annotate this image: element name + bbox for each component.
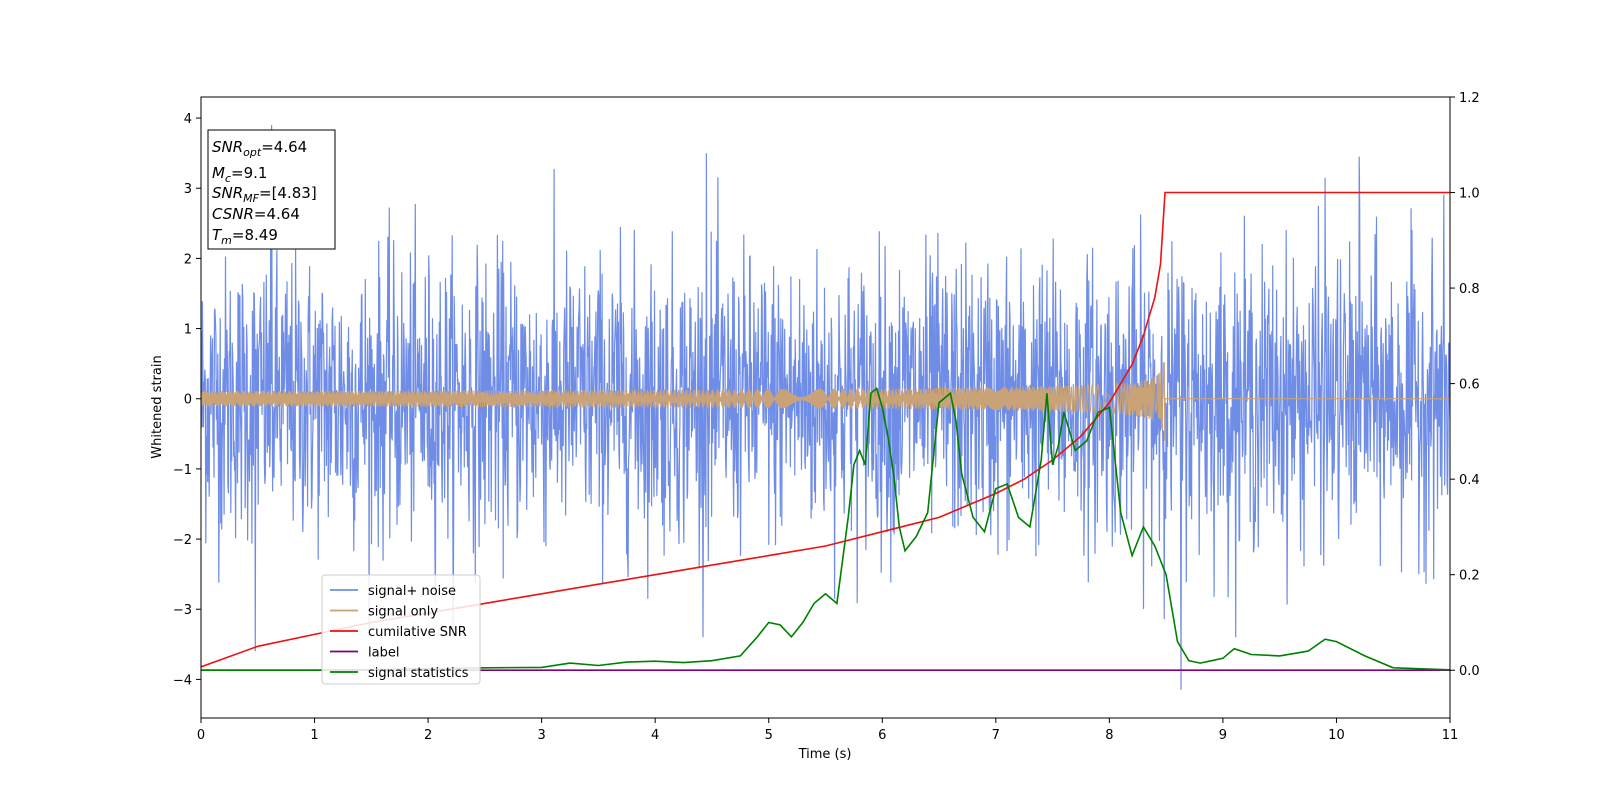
legend-label: signal statistics [368, 666, 469, 681]
y-right-tick-label: 1.0 [1459, 187, 1480, 202]
signal-statistics-line [201, 387, 1450, 671]
signal-only-line [201, 362, 1450, 441]
info-snr-opt: SNRopt=4.64 [212, 138, 307, 159]
series-signal-noise [201, 125, 1450, 690]
y-axis-right: 0.0 0.2 0.4 0.6 0.8 1.0 1.2 [1450, 91, 1480, 679]
x-tick-label: 5 [765, 728, 773, 743]
y-right-tick-label: 0.6 [1459, 378, 1480, 393]
x-tick-label: 11 [1442, 728, 1459, 743]
y-right-tick-label: 0.4 [1459, 473, 1480, 488]
x-tick-label: 4 [651, 728, 659, 743]
y-right-tick-label: 0.8 [1459, 282, 1480, 297]
info-snr-mf: SNRMF=[4.83] [212, 184, 317, 205]
y-right-tick-label: 0.2 [1459, 569, 1480, 584]
x-tick-label: 8 [1105, 728, 1113, 743]
signal-noise-line [201, 125, 1450, 690]
x-tick-label: 6 [878, 728, 886, 743]
x-tick-label: 1 [310, 728, 318, 743]
x-tick-label: 0 [197, 728, 205, 743]
y-left-tick-label: 1 [184, 323, 192, 338]
legend-label: cumilative SNR [368, 625, 467, 640]
x-axis-label: Time (s) [798, 747, 852, 762]
info-box: SNRopt=4.64 Mc=9.1 SNRMF=[4.83] CSNR=4.6… [207, 129, 336, 250]
y-left-tick-label: 2 [184, 252, 192, 267]
x-tick-label: 3 [537, 728, 545, 743]
plot-frame [200, 96, 1451, 719]
legend-frame [321, 574, 481, 685]
y-left-tick-label: −2 [173, 533, 192, 548]
y-axis-label: Whitened strain [150, 355, 165, 458]
y-left-tick-label: 4 [184, 112, 192, 127]
y-axis-left: −4 −3 −2 −1 0 1 2 3 4 [173, 112, 201, 688]
legend-label: label [368, 646, 399, 661]
legend-label: signal only [368, 605, 438, 620]
y-left-tick-label: 3 [184, 182, 192, 197]
x-axis: 0 1 2 3 4 5 6 7 8 9 10 11 [197, 718, 1458, 743]
y-right-tick-label: 0.0 [1459, 664, 1480, 679]
y-left-tick-label: −1 [173, 463, 192, 478]
series-signal-statistics [201, 387, 1450, 671]
legend-label: signal+ noise [368, 584, 456, 599]
info-csnr: CSNR=4.64 [212, 205, 300, 223]
y-left-tick-label: 0 [184, 393, 192, 408]
legend: signal+ noise signal only cumilative SNR la… [321, 574, 481, 685]
x-tick-label: 9 [1219, 728, 1227, 743]
info-mc: Mc=9.1 [212, 164, 267, 185]
y-left-tick-label: −3 [173, 603, 192, 618]
info-tm: Tm=8.49 [212, 226, 278, 247]
info-box-frame [207, 129, 336, 250]
x-tick-label: 2 [424, 728, 432, 743]
y-left-tick-label: −4 [173, 673, 192, 688]
series-signal-only [201, 362, 1450, 441]
y-right-tick-label: 1.2 [1459, 91, 1480, 106]
x-tick-label: 10 [1328, 728, 1345, 743]
x-tick-label: 7 [992, 728, 1000, 743]
